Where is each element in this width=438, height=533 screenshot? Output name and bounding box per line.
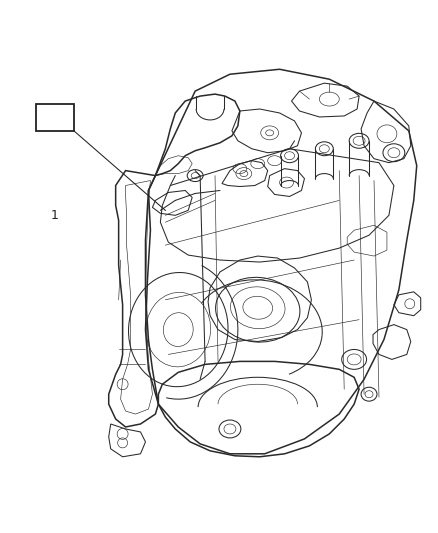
Bar bbox=[36, 104, 74, 131]
Text: 1: 1 bbox=[51, 209, 59, 222]
